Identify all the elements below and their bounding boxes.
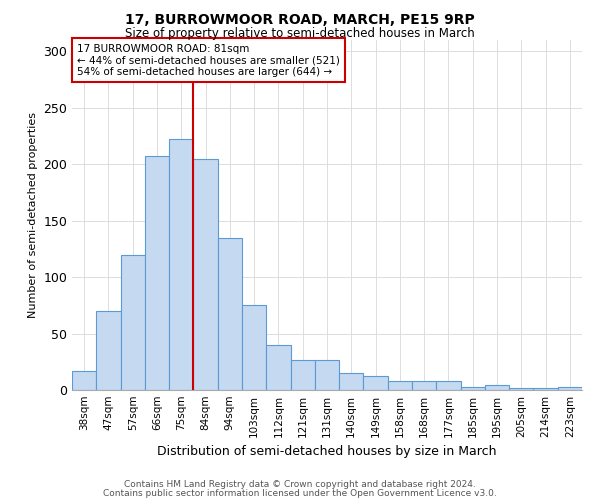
Bar — [290, 360, 315, 390]
Bar — [388, 381, 412, 390]
Bar — [266, 345, 290, 390]
Bar — [193, 158, 218, 390]
Bar — [533, 388, 558, 390]
Bar — [96, 311, 121, 390]
Bar — [145, 156, 169, 390]
Y-axis label: Number of semi-detached properties: Number of semi-detached properties — [28, 112, 38, 318]
Bar — [121, 254, 145, 390]
Bar — [412, 381, 436, 390]
Bar — [364, 376, 388, 390]
Text: Contains HM Land Registry data © Crown copyright and database right 2024.: Contains HM Land Registry data © Crown c… — [124, 480, 476, 489]
Bar — [315, 360, 339, 390]
Bar — [436, 381, 461, 390]
Bar — [218, 238, 242, 390]
Bar — [169, 140, 193, 390]
Bar — [339, 373, 364, 390]
Bar — [509, 388, 533, 390]
X-axis label: Distribution of semi-detached houses by size in March: Distribution of semi-detached houses by … — [157, 446, 497, 458]
Bar — [485, 386, 509, 390]
Text: Size of property relative to semi-detached houses in March: Size of property relative to semi-detach… — [125, 28, 475, 40]
Bar — [242, 306, 266, 390]
Bar — [72, 371, 96, 390]
Text: 17, BURROWMOOR ROAD, MARCH, PE15 9RP: 17, BURROWMOOR ROAD, MARCH, PE15 9RP — [125, 12, 475, 26]
Bar — [461, 386, 485, 390]
Text: Contains public sector information licensed under the Open Government Licence v3: Contains public sector information licen… — [103, 488, 497, 498]
Bar — [558, 386, 582, 390]
Text: 17 BURROWMOOR ROAD: 81sqm
← 44% of semi-detached houses are smaller (521)
54% of: 17 BURROWMOOR ROAD: 81sqm ← 44% of semi-… — [77, 44, 340, 76]
